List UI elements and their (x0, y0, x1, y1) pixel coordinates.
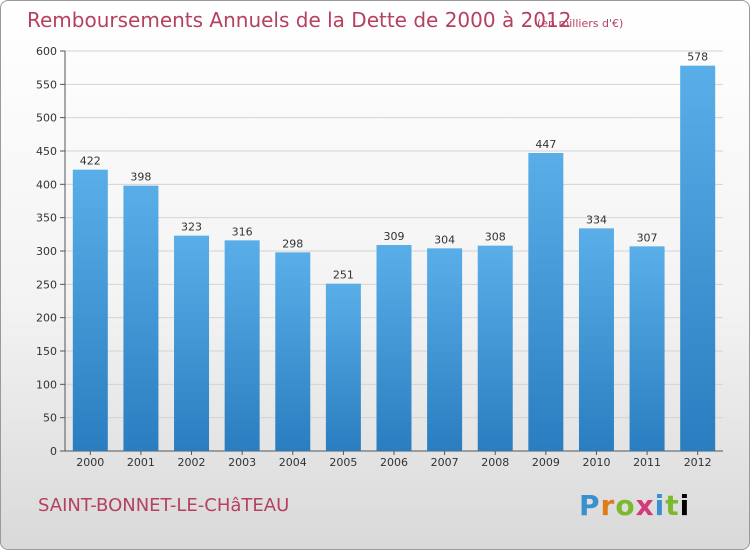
x-tick-label: 2012 (684, 456, 712, 469)
data-label: 251 (333, 269, 354, 282)
y-tick-label: 450 (36, 145, 57, 158)
y-tick-label: 600 (36, 45, 57, 58)
bar-2002 (174, 235, 210, 451)
data-label: 323 (181, 221, 202, 234)
data-label: 309 (384, 230, 405, 243)
bar-2009 (528, 153, 564, 451)
bar-2008 (477, 245, 513, 451)
x-tick-label: 2007 (431, 456, 459, 469)
data-label: 298 (282, 237, 303, 250)
y-tick-label: 0 (50, 445, 57, 458)
x-tick-label: 2003 (228, 456, 256, 469)
proxiti-logo[interactable]: Proxiti (579, 489, 691, 522)
data-label: 316 (232, 225, 253, 238)
x-tick-label: 2006 (380, 456, 408, 469)
bar-2010 (578, 228, 614, 451)
bar-2001 (123, 185, 159, 451)
data-label: 304 (434, 233, 455, 246)
x-tick-label: 2000 (76, 456, 104, 469)
bar-2005 (325, 283, 361, 451)
bar-2007 (427, 248, 463, 451)
y-tick-label: 250 (36, 278, 57, 291)
y-tick-label: 400 (36, 178, 57, 191)
bar-2000 (72, 169, 108, 451)
chart-title: Remboursements Annuels de la Dette de 20… (27, 8, 572, 32)
y-tick-label: 350 (36, 212, 57, 225)
y-tick-label: 500 (36, 112, 57, 125)
y-tick-label: 150 (36, 345, 57, 358)
bar-2006 (376, 245, 412, 451)
commune-name: SAINT-BONNET-LE-CHâTEAU (38, 495, 290, 516)
bar-2011 (629, 246, 665, 451)
y-tick-label: 100 (36, 378, 57, 391)
bar-2004 (275, 252, 311, 451)
data-label: 422 (80, 155, 101, 168)
x-tick-label: 2002 (178, 456, 206, 469)
data-label: 334 (586, 213, 607, 226)
x-tick-label: 2005 (329, 456, 357, 469)
x-tick-label: 2004 (279, 456, 307, 469)
data-label: 578 (687, 51, 708, 64)
x-tick-label: 2009 (532, 456, 560, 469)
data-label: 308 (485, 231, 506, 244)
bar-2012 (680, 65, 716, 452)
y-tick-label: 50 (43, 412, 57, 425)
labels: 0 50 100 150 200 250 300 350 400 450 500 550 600 422 2… (36, 45, 712, 469)
x-tick-label: 2008 (481, 456, 509, 469)
bars (72, 65, 716, 452)
y-tick-label: 300 (36, 245, 57, 258)
x-tick-label: 2011 (633, 456, 661, 469)
bar-2003 (224, 240, 260, 451)
chart-subtitle: (en milliers d'€) (537, 17, 624, 30)
data-label: 398 (130, 171, 151, 184)
x-tick-label: 2001 (127, 456, 155, 469)
y-tick-label: 200 (36, 312, 57, 325)
y-tick-label: 550 (36, 78, 57, 91)
data-label: 307 (637, 231, 658, 244)
x-tick-label: 2010 (582, 456, 610, 469)
data-label: 447 (535, 138, 556, 151)
